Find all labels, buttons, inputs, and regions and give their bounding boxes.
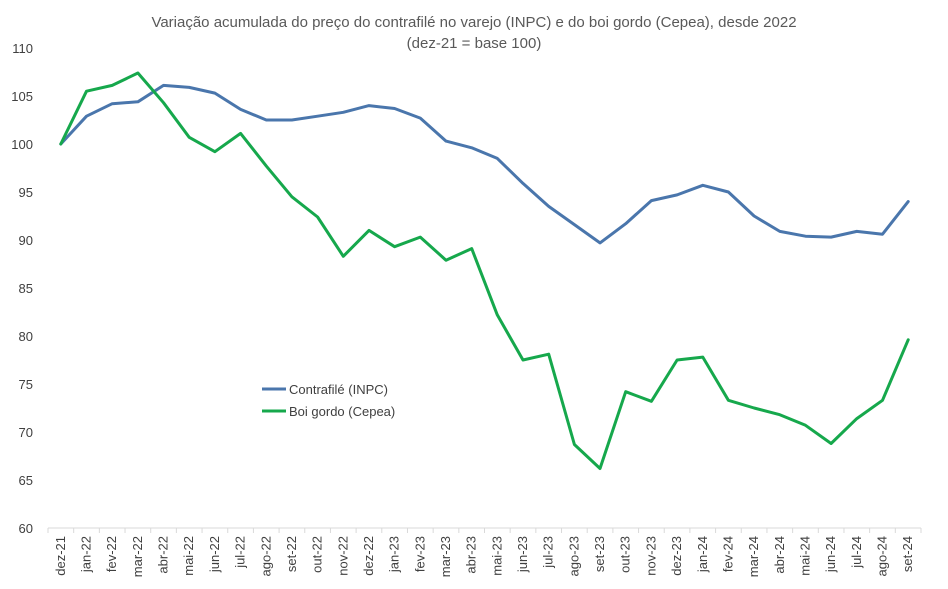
y-tick-label: 70 [19, 425, 33, 440]
x-tick-label: out-22 [310, 536, 325, 573]
x-tick-label: jan-23 [387, 536, 402, 573]
x-tick-label: mar-24 [746, 536, 761, 577]
x-tick-label: set-23 [592, 536, 607, 572]
x-tick-label: nov-23 [643, 536, 658, 576]
x-tick-label: abr-23 [464, 536, 479, 574]
x-tick-label: dez-22 [361, 536, 376, 576]
x-tick-label: jan-24 [695, 536, 710, 573]
y-tick-label: 90 [19, 233, 33, 248]
y-tick-label: 105 [11, 89, 33, 104]
y-axis: 60 65 70 75 80 85 90 95 100 105 110 [11, 41, 33, 536]
series-line-boi-gordo [59, 71, 910, 470]
x-tick-label: jun-22 [207, 536, 222, 573]
x-tick-label: mar-22 [130, 536, 145, 577]
legend-label-boi-gordo: Boi gordo (Cepea) [289, 404, 395, 419]
x-tick-label: fev-23 [412, 536, 427, 572]
y-tick-label: 60 [19, 521, 33, 536]
x-tick-label: mai-24 [797, 536, 812, 576]
legend[interactable]: Contrafilé (INPC) Boi gordo (Cepea) [262, 382, 395, 419]
y-tick-label: 110 [12, 41, 33, 56]
x-tick-label: abr-24 [772, 536, 787, 574]
x-tick-label: mar-23 [438, 536, 453, 577]
series-layer [59, 71, 910, 470]
x-tick-label: set-22 [284, 536, 299, 572]
x-tick-label: abr-22 [156, 536, 171, 574]
x-tick-label: fev-24 [720, 536, 735, 572]
x-tick-label: mai-23 [489, 536, 504, 576]
x-tick-label: ago-23 [566, 536, 581, 576]
chart-subtitle: (dez-21 = base 100) [407, 35, 542, 52]
legend-label-contrafile: Contrafilé (INPC) [289, 382, 388, 397]
x-tick-label: dez-23 [669, 536, 684, 576]
x-tick-label: fev-22 [104, 536, 119, 572]
chart-title: Variação acumulada do preço do contrafil… [151, 14, 796, 31]
y-tick-label: 80 [19, 329, 33, 344]
x-tick-label: set-24 [900, 536, 915, 572]
x-tick-label: jan-22 [79, 536, 94, 573]
x-tick-label: jul-22 [233, 536, 248, 569]
x-tick-label: dez-21 [53, 536, 68, 576]
x-tick-label: ago-24 [874, 536, 889, 576]
x-tick-label: jun-23 [515, 536, 530, 573]
x-tick-label: jun-24 [823, 536, 838, 573]
y-tick-label: 95 [19, 185, 33, 200]
x-tick-label: jul-23 [541, 536, 556, 569]
series-line-contrafile [59, 83, 910, 245]
y-tick-label: 65 [19, 473, 33, 488]
y-tick-label: 75 [19, 377, 33, 392]
y-tick-label: 85 [19, 281, 33, 296]
x-tick-label: jul-24 [849, 536, 864, 569]
x-axis: dez-21 jan-22 fev-22 mar-22 abr-22 mai-22 jun-… [47, 527, 922, 577]
y-tick-label: 100 [11, 137, 33, 152]
x-tick-label: ago-22 [258, 536, 273, 576]
x-tick-label: nov-22 [335, 536, 350, 576]
x-tick-label: out-23 [618, 536, 633, 573]
x-tick-label: mai-22 [181, 536, 196, 576]
